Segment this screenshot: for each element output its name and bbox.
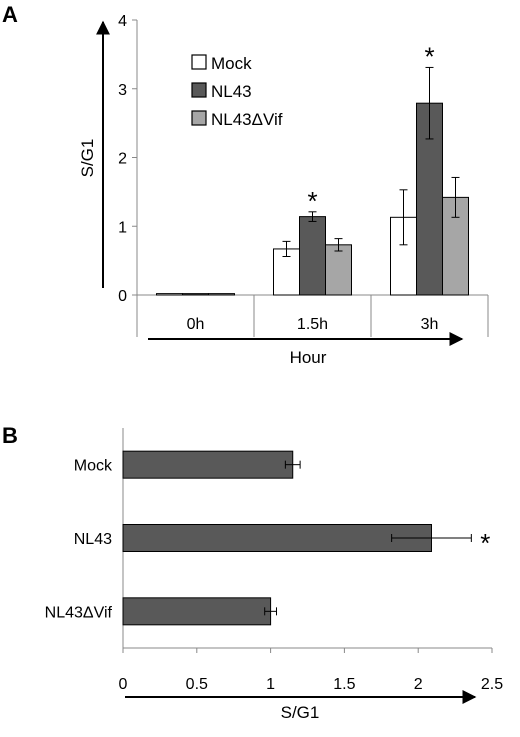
panel-b-x-tick-label: 1 — [266, 676, 275, 693]
panel-a-legend-label: NL43 — [211, 82, 252, 101]
panel-a-legend-swatch — [191, 54, 207, 70]
panel-a-x-tick-label: 1.5h — [297, 316, 328, 333]
panel-a-bar-nl43-vif — [325, 244, 352, 296]
panel-a-letter: A — [2, 2, 18, 27]
panel-a-y-tick-label: 2 — [118, 151, 127, 168]
panel-a-legend-label: Mock — [211, 54, 252, 73]
panel-a-y-tick-label: 3 — [118, 82, 127, 99]
panel-b-x-tick-label: 0 — [119, 676, 128, 693]
panel-b-x-tick-label: 2 — [414, 676, 423, 693]
panel-a-x-tick-label: 3h — [421, 316, 439, 333]
panel-b-significance-marker: * — [480, 528, 490, 558]
panel-a-y-tick-label: 4 — [118, 13, 127, 30]
panel-b-category-label: NL43ΔVif — [45, 604, 113, 621]
panel-a-significance-marker: * — [424, 41, 434, 71]
panel-a-y-tick-label: 0 — [118, 288, 127, 305]
panel-b-category-label: NL43 — [74, 531, 112, 548]
panel-a-y-axis-title: S/G1 — [78, 139, 97, 178]
panel-b-category-label: Mock — [74, 458, 113, 475]
panel-a-bar-mock — [156, 293, 183, 296]
panel-a-bar-nl43-vif — [208, 293, 235, 296]
panel-a-legend-label: NL43ΔVif — [211, 110, 283, 129]
panel-a-x-tick-label: 0h — [187, 316, 205, 333]
panel-a-legend-swatch — [191, 110, 207, 126]
panel-b-bar — [122, 524, 432, 552]
panel-b-x-tick-label: 0.5 — [186, 676, 208, 693]
panel-b-bar — [122, 597, 272, 626]
panel-b-x-tick-label: 2.5 — [481, 676, 503, 693]
panel-a-significance-marker: * — [307, 186, 317, 216]
panel-a-bar-nl43 — [182, 293, 209, 296]
panel-a-x-axis-title: Hour — [290, 348, 327, 367]
panel-a-y-tick-label: 1 — [118, 219, 127, 236]
panel-a-legend-swatch — [191, 82, 207, 98]
panel-b-letter: B — [2, 423, 18, 448]
panel-b-x-axis-title: S/G1 — [281, 703, 320, 722]
panel-b-bar — [122, 450, 294, 479]
panel-a-bar-nl43 — [299, 216, 326, 296]
panel-b-x-tick-label: 1.5 — [333, 676, 355, 693]
